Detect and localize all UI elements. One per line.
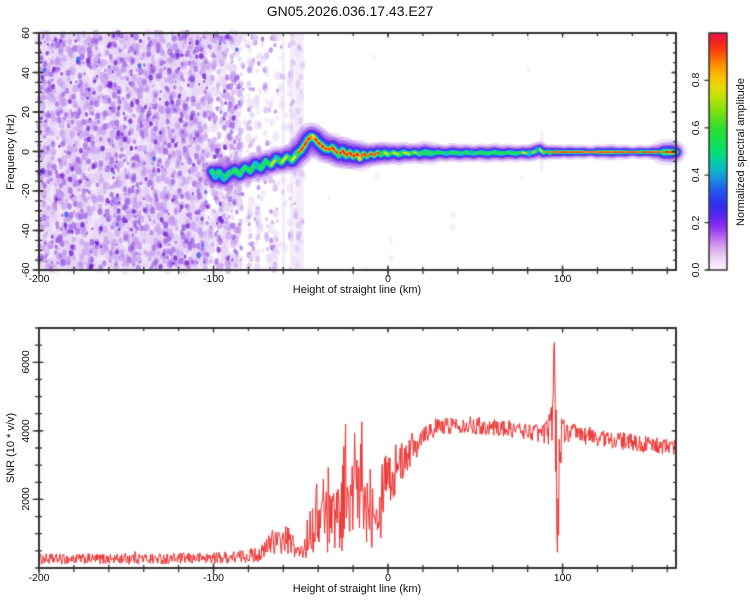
- spectrogram-x-tick-label: 100: [553, 273, 572, 285]
- colorbar-tick-label: 0.8: [690, 73, 702, 88]
- snr-y-tick-label: 6000: [20, 350, 32, 374]
- spectrogram-x-axis-title: Height of straight line (km): [292, 284, 422, 296]
- snr-y-axis-title: SNR (10 * v/v): [5, 412, 17, 484]
- spectrogram-x-tick-label: -200: [28, 273, 50, 285]
- spectrogram-y-tick-label: -20: [20, 183, 32, 199]
- spectrogram-y-tick-label: -60: [20, 262, 32, 278]
- snr-x-axis-title: Height of straight line (km): [292, 583, 422, 595]
- snr-y-tick-label: 2000: [20, 487, 32, 512]
- spectrogram-y-tick-label: -40: [20, 222, 32, 239]
- colorbar-title: Normalized spectral amplitude: [735, 78, 747, 226]
- spectrogram-x-tick-label: 0: [385, 273, 391, 285]
- snr-x-tick-label: 0: [385, 572, 391, 584]
- snr-y-tick-label: 4000: [20, 419, 32, 443]
- snr-x-tick-label: -100: [203, 572, 225, 584]
- colorbar-tick-label: 0.4: [690, 167, 702, 183]
- spectrogram-y-tick-label: 60: [20, 27, 32, 39]
- colorbar-tick-label: 0.0: [690, 262, 702, 278]
- spectrogram-y-tick-label: 20: [20, 106, 32, 118]
- colorbar-tick-label: 0.2: [690, 215, 702, 230]
- figure-title: GN05.2026.036.17.43.E27: [266, 3, 434, 19]
- spectrogram-y-tick-label: 0: [20, 148, 32, 155]
- spectrogram-y-axis-title: Frequency (Hz): [5, 114, 17, 190]
- snr-x-tick-label: -200: [28, 572, 50, 584]
- snr-x-tick-label: 100: [553, 572, 572, 584]
- spectrogram-y-tick-label: 40: [20, 66, 32, 79]
- spectrogram-x-tick-label: -100: [203, 273, 225, 285]
- colorbar-tick-label: 0.6: [690, 120, 702, 136]
